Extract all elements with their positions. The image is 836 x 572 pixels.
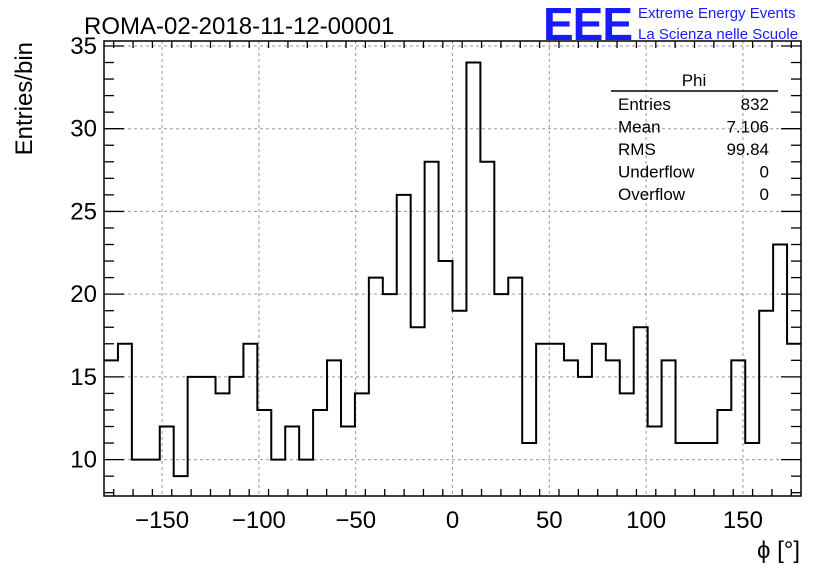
histogram-bin xyxy=(271,460,285,496)
y-tick-label: 20 xyxy=(70,281,97,308)
histogram-bin xyxy=(411,327,425,496)
x-tick-label: −100 xyxy=(232,507,286,534)
stats-value: 7.106 xyxy=(726,118,769,137)
histogram-bin xyxy=(355,393,369,496)
stats-label: Overflow xyxy=(618,185,686,204)
histogram-bin xyxy=(773,245,787,496)
histogram-bars xyxy=(104,61,801,496)
x-tick-labels: −150 −100 −50 0 50 100 150 xyxy=(135,507,763,534)
histogram-bin xyxy=(662,360,676,496)
histogram-bin xyxy=(243,344,257,496)
stats-label: Underflow xyxy=(618,163,695,182)
histogram-bin xyxy=(564,360,578,496)
stats-box: Phi Entries 832 Mean 7.106 RMS 99.84 Underflow… xyxy=(611,71,778,204)
y-tick-label: 15 xyxy=(70,364,97,391)
histogram-bin xyxy=(466,63,480,496)
x-tick-label: 50 xyxy=(536,507,563,534)
histogram-bin xyxy=(522,443,536,496)
stats-value: 0 xyxy=(760,185,769,204)
histogram-bin xyxy=(648,427,662,496)
x-tick-label: −50 xyxy=(335,507,376,534)
histogram-bin xyxy=(397,195,411,496)
brand-line-2: La Scienza nelle Scuole xyxy=(638,26,798,43)
histogram-bin xyxy=(731,360,745,496)
histogram-bin xyxy=(229,377,243,496)
histogram-bin xyxy=(536,344,550,496)
x-tick-label: 150 xyxy=(723,507,763,534)
x-tick-label: 0 xyxy=(446,507,459,534)
histogram-bin xyxy=(689,443,703,496)
histogram-bin xyxy=(745,443,759,496)
histogram-bin xyxy=(439,261,453,496)
histogram-bin xyxy=(299,460,313,496)
histogram-bin xyxy=(494,294,508,496)
histogram-bin xyxy=(634,327,648,496)
histogram-bin xyxy=(160,427,174,496)
stats-rows: Entries 832 Mean 7.106 RMS 99.84 Underflow 0 Ove… xyxy=(618,95,769,204)
y-axis-label: Entries/bin xyxy=(11,42,38,155)
histogram-bin xyxy=(550,344,564,496)
histogram-bin xyxy=(703,443,717,496)
stats-label: RMS xyxy=(618,140,656,159)
histogram-bin xyxy=(383,294,397,496)
y-tick-label: 25 xyxy=(70,198,97,225)
histogram-bin xyxy=(592,344,606,496)
y-tick-label: 10 xyxy=(70,447,97,474)
y-tick-label: 35 xyxy=(70,33,97,60)
stats-label: Mean xyxy=(618,118,661,137)
histogram-bin xyxy=(508,278,522,496)
histogram-bin xyxy=(759,311,773,496)
histogram-bin xyxy=(216,393,230,496)
histogram-bin xyxy=(480,162,494,496)
plot-frame xyxy=(103,40,802,497)
histogram-bin xyxy=(313,410,327,496)
histogram-bin xyxy=(620,393,634,496)
histogram-bin xyxy=(202,377,216,496)
stats-label: Entries xyxy=(618,95,671,114)
histogram-bin xyxy=(341,427,355,496)
stats-value: 0 xyxy=(760,163,769,182)
stats-value: 99.84 xyxy=(726,140,769,159)
histogram-bin xyxy=(578,377,592,496)
histogram-bin xyxy=(787,344,801,496)
histogram-bin xyxy=(285,427,299,496)
y-tick-labels: 10 15 20 25 30 35 xyxy=(70,33,97,474)
histogram-bin xyxy=(188,377,202,496)
histogram-bin xyxy=(717,410,731,496)
x-tick-label: −150 xyxy=(135,507,189,534)
histogram-bin xyxy=(606,360,620,496)
histogram-bin xyxy=(369,278,383,496)
histogram-bin xyxy=(453,311,467,496)
x-axis-label: ϕ [°] xyxy=(757,537,800,564)
histogram-bin xyxy=(118,344,132,496)
histogram-bin xyxy=(257,410,271,496)
histogram-bin xyxy=(676,443,690,496)
histogram-bin xyxy=(425,162,439,496)
chart-title: ROMA-02-2018-11-12-00001 xyxy=(84,13,394,40)
histogram-bin xyxy=(327,360,341,496)
eee-logo: EEE Extreme Energy Events La Scienza nel… xyxy=(543,0,798,50)
x-tick-label: 100 xyxy=(626,507,666,534)
brand-line-1: Extreme Energy Events xyxy=(638,5,796,22)
y-tick-label: 30 xyxy=(70,116,97,143)
eee-logo-text: EEE xyxy=(543,0,632,50)
histogram-bin xyxy=(174,476,188,496)
stats-value: 832 xyxy=(741,95,769,114)
histogram-outline xyxy=(104,61,801,478)
axis-ticks xyxy=(104,41,801,496)
stats-title: Phi xyxy=(682,71,707,90)
histogram-bin xyxy=(132,460,146,496)
